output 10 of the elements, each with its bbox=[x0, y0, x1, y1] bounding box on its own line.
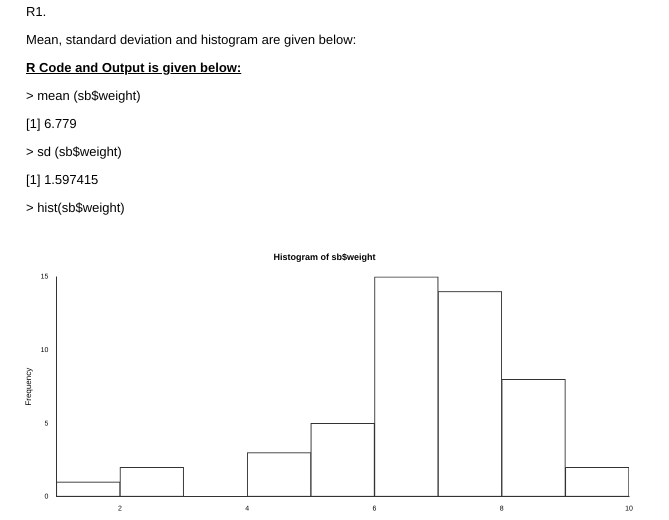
text: R1. bbox=[26, 4, 48, 19]
text: R Code and Output is given below: bbox=[26, 60, 242, 75]
chart-title: Histogram of sb$weight bbox=[273, 252, 376, 262]
text: > hist(sb$weight) bbox=[26, 200, 126, 215]
text: [1] 6.779 bbox=[26, 116, 78, 131]
text: > sd (sb$weight) bbox=[26, 144, 123, 159]
text: [1] 1.597415 bbox=[26, 172, 100, 187]
text: Mean, standard deviation and histogram are given below: bbox=[26, 32, 358, 47]
y-axis-title: Frequency bbox=[24, 368, 34, 406]
text: > mean (sb$weight) bbox=[26, 88, 142, 103]
